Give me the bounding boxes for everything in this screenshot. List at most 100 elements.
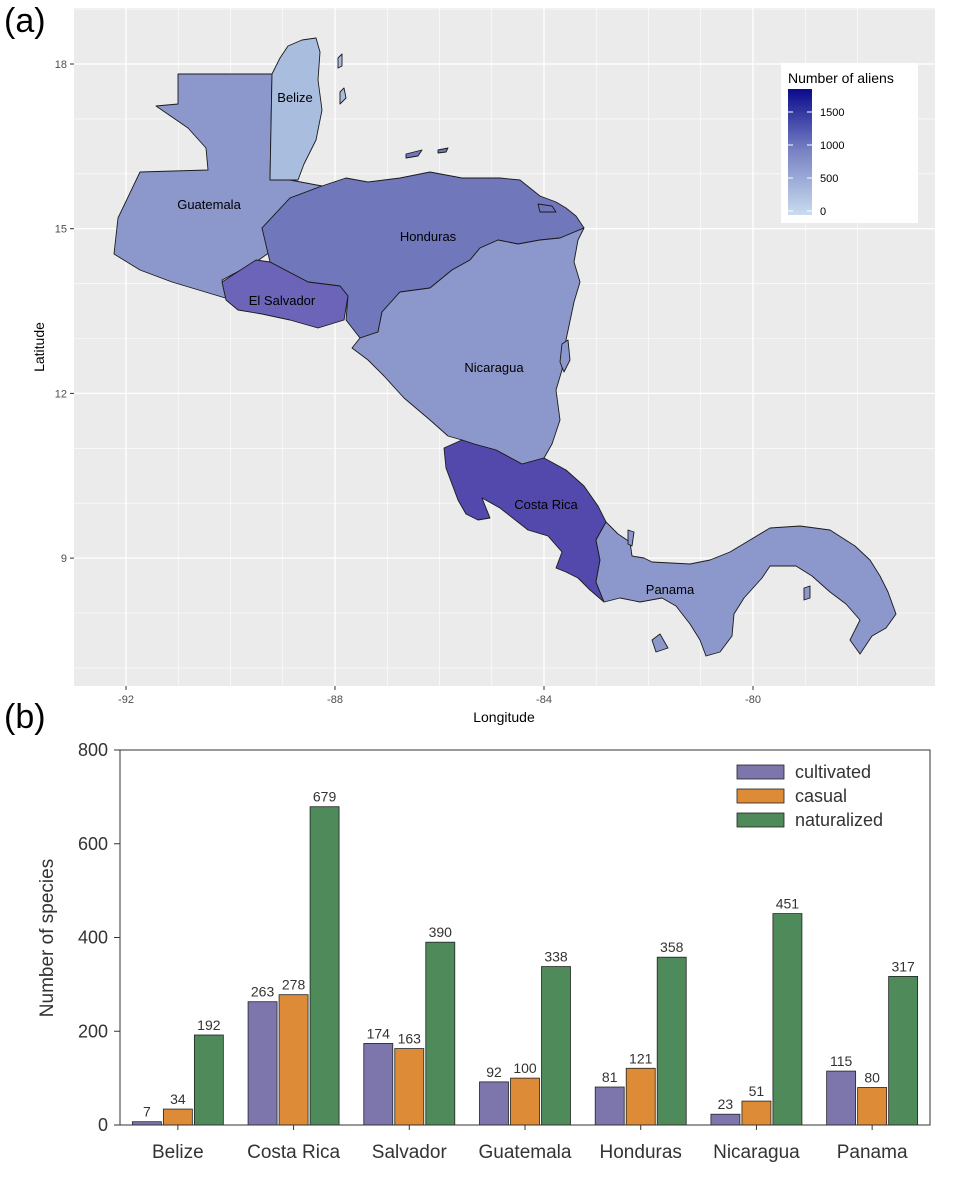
bar-x-tick-label: Salvador (372, 1142, 448, 1163)
bar-naturalized (193, 1034, 224, 1126)
bar-value-label: 679 (313, 789, 337, 805)
bar-casual (625, 1067, 656, 1126)
map-y-tick-label: 12 (55, 388, 67, 400)
bar-value-label: 7 (143, 1104, 151, 1120)
bar-series: 7 34 192 263 278 679 174 163 390 92 100 338 81 121 358… (131, 789, 919, 1126)
country-costa-rica[interactable] (443, 439, 607, 603)
bar-value-label: 451 (776, 896, 800, 912)
island-belize-2 (337, 53, 343, 69)
map-axes: -92 -88 -84 -80 18 15 12 9 (55, 59, 761, 706)
map-x-tick-label: -84 (536, 694, 552, 706)
bar-cultivated (710, 1113, 741, 1126)
map-legend-title: Number of aliens (788, 70, 894, 86)
island-honduras-2 (437, 147, 449, 154)
country-label-el-salvador: El Salvador (249, 293, 316, 308)
bar-x-tick-label: Honduras (600, 1142, 682, 1163)
bar-y-tick-label: 0 (98, 1115, 108, 1135)
bar-y-tick-label: 800 (78, 740, 108, 760)
map-legend-colorbar (788, 89, 812, 215)
bar-cultivated (247, 1001, 278, 1126)
bar-casual (162, 1108, 193, 1126)
country-belize[interactable] (269, 37, 323, 181)
map-legend: Number of aliens 1500 1000 500 0 (781, 63, 918, 223)
bar-value-label: 263 (251, 984, 275, 1000)
map-y-tick-label: 18 (55, 59, 67, 71)
legend-tick-label: 1500 (820, 107, 844, 119)
island-panama-1 (651, 633, 669, 653)
bar-x-axis: Belize Costa Rica Salvador Guatemala Hondura… (152, 1125, 908, 1163)
bar-y-axis: 0 200 400 600 800 (78, 740, 120, 1135)
map-y-tick-label: 15 (55, 224, 67, 236)
country-label-nicaragua: Nicaragua (464, 360, 524, 375)
bar-naturalized (888, 976, 919, 1126)
bar-casual (510, 1077, 540, 1126)
bar-naturalized (656, 956, 687, 1126)
country-label-guatemala: Guatemala (177, 197, 241, 212)
bar-x-tick-label: Belize (152, 1142, 204, 1163)
bar-cultivated (826, 1070, 857, 1126)
bar-value-label: 80 (864, 1070, 880, 1086)
country-label-costa-rica: Costa Rica (514, 497, 578, 512)
bar-cultivated (479, 1081, 509, 1126)
bar-y-tick-label: 600 (78, 834, 108, 854)
legend-tick-label: 0 (820, 206, 826, 218)
bar-legend: cultivated casual naturalized (736, 762, 883, 830)
bar-y-tick-label: 200 (78, 1021, 108, 1041)
legend-swatch-cultivated (736, 764, 785, 780)
bar-casual (857, 1087, 888, 1126)
panel-b-label: (b) (4, 698, 46, 736)
bar-value-label: 174 (367, 1025, 391, 1041)
legend-label-casual: casual (795, 786, 847, 806)
bar-value-label: 100 (513, 1060, 537, 1076)
legend-swatch-casual (736, 788, 785, 804)
island-honduras-3 (537, 203, 557, 213)
country-nicaragua[interactable] (351, 227, 585, 465)
map-legend-ticks: 1500 1000 500 0 (788, 107, 844, 218)
bar-x-tick-label: Panama (837, 1142, 908, 1163)
bar-value-label: 23 (718, 1096, 734, 1112)
bar-casual (741, 1100, 772, 1126)
bar-value-label: 317 (891, 958, 915, 974)
island-honduras-1 (405, 149, 423, 159)
bar-value-label: 358 (660, 939, 684, 955)
bar-value-label: 92 (486, 1064, 502, 1080)
bar-casual (278, 994, 309, 1126)
country-label-honduras: Honduras (400, 229, 457, 244)
map-x-axis-title: Longitude (473, 709, 535, 725)
country-guatemala[interactable] (113, 73, 323, 301)
map-x-tick-label: -80 (745, 694, 761, 706)
legend-tick-label: 500 (820, 173, 838, 185)
panel-a-label: (a) (4, 2, 46, 40)
bar-value-label: 278 (282, 977, 306, 993)
country-el-salvador[interactable] (221, 259, 349, 329)
legend-tick-label: 1000 (820, 140, 844, 152)
map-x-tick-label: -92 (118, 694, 134, 706)
island-panama-3 (627, 529, 635, 547)
bar-value-label: 81 (602, 1069, 618, 1085)
bar-value-label: 390 (429, 924, 453, 940)
bar-value-label: 338 (544, 949, 568, 965)
country-panama[interactable] (595, 521, 897, 657)
bar-naturalized (541, 966, 571, 1126)
bar-x-tick-label: Costa Rica (247, 1142, 340, 1163)
island-panama-2 (803, 585, 811, 601)
map-x-tick-label: -88 (327, 694, 343, 706)
bar-naturalized (425, 941, 456, 1126)
bar-cultivated (363, 1043, 394, 1126)
bar-value-label: 115 (830, 1053, 853, 1069)
bar-cultivated (594, 1086, 625, 1126)
bar-x-tick-label: Nicaragua (713, 1142, 800, 1163)
bar-x-tick-label: Guatemala (479, 1142, 572, 1163)
legend-swatch-naturalized (736, 812, 785, 828)
bar-casual (394, 1048, 425, 1126)
legend-label-cultivated: cultivated (795, 762, 871, 782)
bar-y-tick-label: 400 (78, 928, 108, 948)
map-y-axis-title: Latitude (31, 322, 47, 372)
map-panel: Belize Guatemala Honduras El Salvador Ni… (31, 8, 935, 725)
country-label-panama: Panama (646, 582, 695, 597)
map-y-tick-label: 9 (61, 553, 67, 565)
country-label-belize: Belize (277, 90, 312, 105)
bar-naturalized (309, 806, 340, 1126)
bar-value-label: 192 (197, 1017, 221, 1033)
bar-naturalized (772, 913, 803, 1126)
